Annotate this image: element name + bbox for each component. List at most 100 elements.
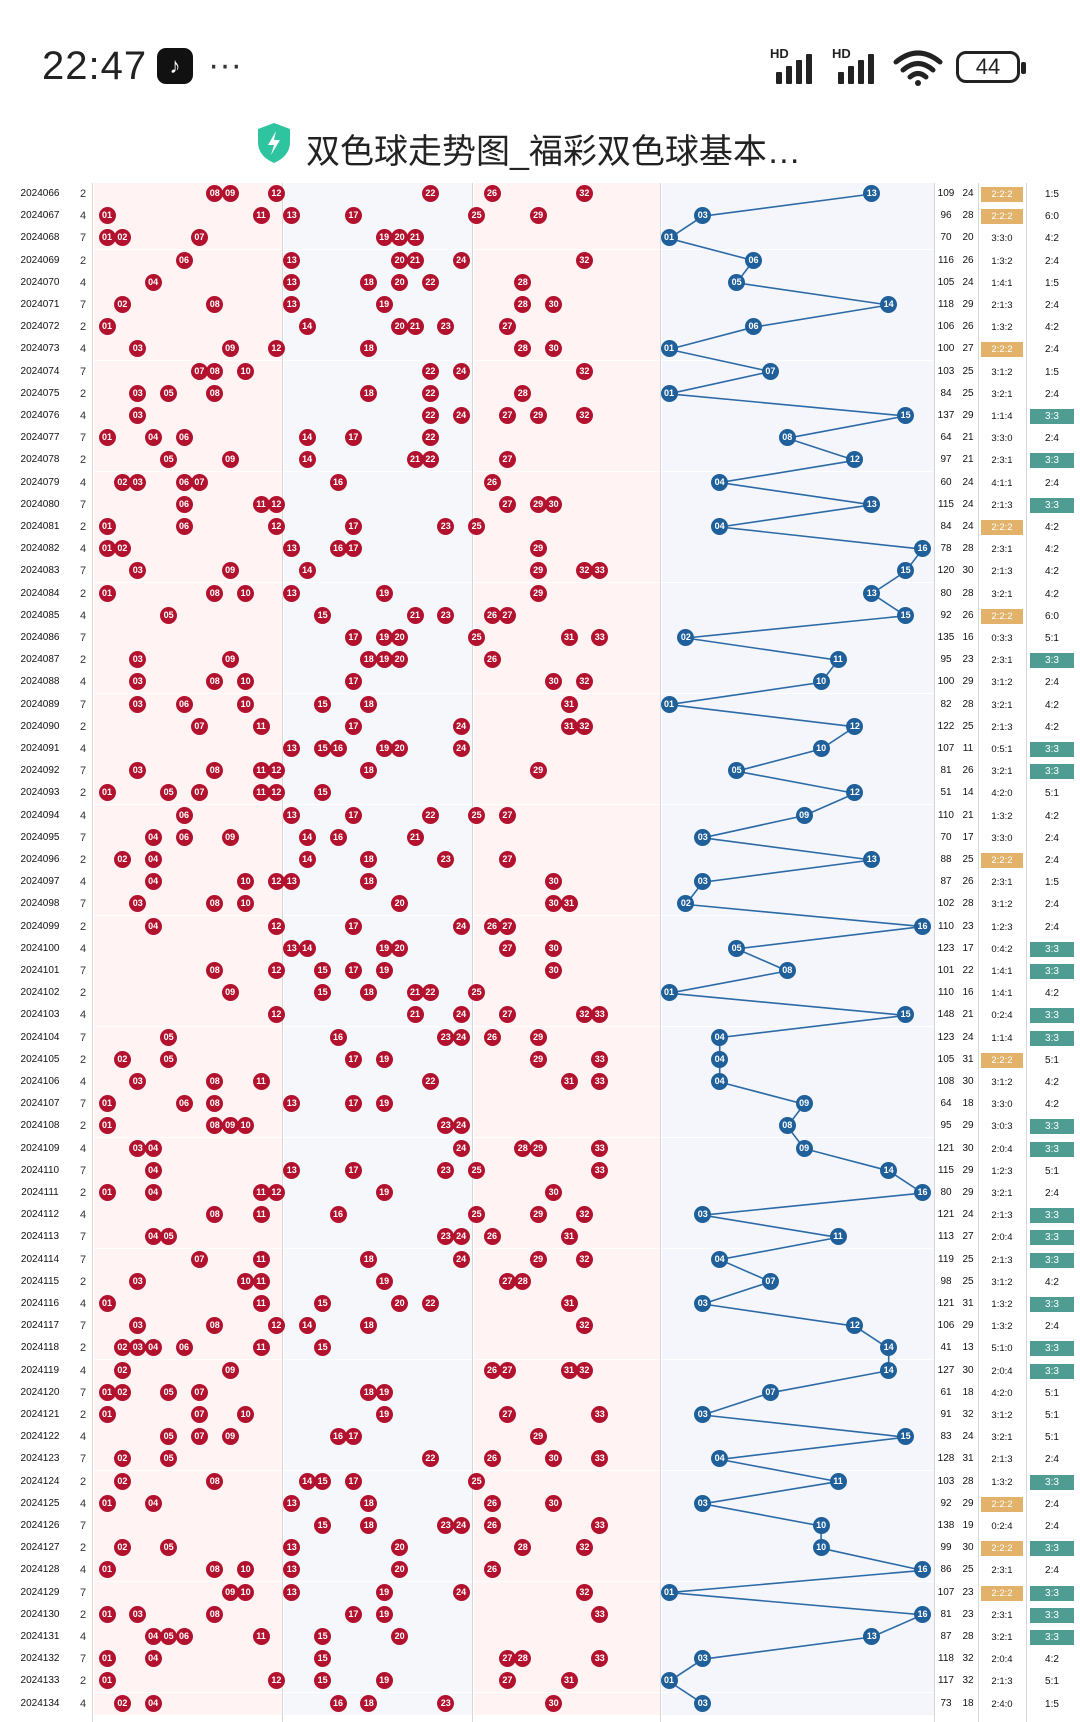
red-ball: 26 (483, 1561, 501, 1579)
sum-value: 73 (940, 1697, 952, 1709)
table-row: 2024090 2 07 11 17 24 31 32 12 122 25 2:1:3 4:2 (0, 715, 1080, 739)
span-value: 29 (962, 676, 974, 688)
issue-number: 2024093 (20, 787, 60, 799)
issue-number: 2024130 (20, 1608, 60, 1620)
red-ball: 10 (237, 673, 255, 691)
red-ball: 16 (329, 1428, 347, 1446)
red-ball: 09 (221, 340, 239, 358)
zone-ratio: 2:3:1 (991, 1565, 1013, 1577)
red-ball: 26 (483, 1228, 501, 1246)
table-row: 2024123 7 02 05 22 26 30 33 04 128 31 2:1:3 2:4 (0, 1448, 1080, 1471)
odd-even-ratio: 3:3 (1030, 764, 1074, 780)
blue-ball: 03 (694, 207, 712, 225)
odd-even-ratio: 4:2 (1045, 566, 1059, 578)
red-ball: 30 (545, 1450, 563, 1468)
red-ball: 25 (468, 1161, 486, 1179)
odd-even-ratio: 2:4 (1045, 477, 1059, 489)
sum-value: 116 (938, 254, 954, 266)
red-ball: 19 (375, 1406, 393, 1423)
zone-ratio: 1:4:1 (991, 966, 1013, 977)
zone-ratio: 2:1:3 (991, 721, 1013, 733)
red-ball: 27 (498, 939, 516, 957)
odd-even-ratio: 4:2 (1045, 1654, 1059, 1666)
issue-number: 2024087 (20, 654, 60, 666)
sum-value: 95 (940, 654, 952, 666)
span-value: 24 (962, 1209, 974, 1221)
red-ball: 01 (98, 784, 116, 802)
blue-ball: 11 (829, 651, 847, 669)
red-ball: 04 (144, 1494, 162, 1512)
table-row: 2024071 7 02 08 13 19 28 30 14 118 29 2:1:3 2:4 (0, 294, 1080, 316)
odd-even-ratio: 4:2 (1045, 233, 1059, 245)
sum-value: 98 (940, 1275, 952, 1287)
sum-value: 64 (940, 1098, 952, 1110)
weekday-number: 4 (79, 1564, 87, 1577)
sum-value: 107 (937, 743, 955, 754)
red-ball: 32 (575, 251, 593, 269)
zone-ratio: 2:0:4 (991, 1365, 1013, 1377)
span-value: 30 (962, 565, 974, 577)
blue-ball: 13 (863, 584, 881, 602)
red-ball: 11 (252, 495, 270, 513)
span-value: 14 (962, 787, 974, 799)
table-row: 2024095 7 04 06 09 14 16 21 03 70 17 3:3:0 2:4 (0, 826, 1080, 850)
red-ball: 29 (529, 1250, 547, 1268)
table-row: 2024118 2 02 03 04 06 11 15 14 41 13 5:1:0 3:3 (0, 1337, 1080, 1360)
zone-ratio: 2:1:3 (991, 1676, 1013, 1688)
red-ball: 02 (113, 1472, 131, 1490)
odd-even-ratio: 1:5 (1045, 877, 1059, 889)
issue-number: 2024066 (20, 188, 60, 199)
red-ball: 17 (344, 717, 362, 735)
odd-even-ratio: 3:3 (1030, 1230, 1074, 1246)
blue-ball: 05 (728, 273, 746, 291)
red-ball: 01 (98, 540, 116, 558)
span-value: 25 (962, 720, 974, 732)
issue-number: 2024092 (20, 765, 60, 777)
red-ball: 10 (237, 873, 255, 891)
issue-number: 2024090 (20, 720, 60, 732)
red-ball: 13 (283, 939, 301, 957)
weekday-number: 2 (79, 321, 87, 334)
sum-value: 80 (940, 587, 952, 599)
span-value: 27 (962, 1231, 974, 1243)
red-ball: 07 (190, 362, 208, 380)
sum-value: 138 (937, 1520, 955, 1531)
table-row: 2024068 7 01 02 07 19 20 21 01 70 20 3:3:0 4:2 (0, 227, 1080, 250)
red-ball: 22 (421, 1073, 439, 1090)
table-row: 2024121 2 01 07 10 19 27 33 03 91 32 3:1:2 5:1 (0, 1404, 1080, 1426)
issue-number: 2024097 (20, 876, 60, 888)
red-ball: 02 (113, 1361, 131, 1379)
red-ball: 11 (252, 1339, 270, 1357)
blue-ball: 03 (694, 1406, 712, 1423)
odd-even-ratio: 3:3 (1030, 1297, 1074, 1312)
table-row: 2024116 4 01 11 15 20 22 31 03 121 31 1:3:2 3:3 (0, 1293, 1080, 1315)
red-ball: 01 (98, 518, 116, 535)
red-ball: 27 (498, 495, 516, 513)
issue-number: 2024088 (20, 676, 60, 688)
red-ball: 13 (283, 1095, 301, 1113)
red-ball: 18 (360, 340, 378, 358)
zone-ratio: 2:0:4 (991, 1143, 1013, 1155)
table-row: 2024072 2 01 14 20 21 23 27 06 106 26 1:3:2 4:2 (0, 316, 1080, 339)
issue-number: 2024132 (20, 1653, 60, 1665)
span-value: 28 (962, 898, 974, 910)
blue-ball: 10 (812, 740, 830, 757)
red-ball: 27 (498, 318, 516, 336)
zone-ratio: 2:2:2 (981, 1541, 1023, 1557)
odd-even-ratio: 2:4 (1045, 832, 1059, 844)
issue-number: 2024086 (20, 632, 60, 643)
sum-value: 87 (940, 876, 952, 888)
red-ball: 07 (190, 1428, 208, 1446)
odd-even-ratio: 2:4 (1045, 1498, 1059, 1510)
issue-number: 2024107 (20, 1098, 60, 1110)
span-value: 28 (962, 1475, 974, 1487)
red-ball: 30 (545, 340, 563, 358)
zone-ratio: 1:3:2 (991, 1299, 1013, 1310)
red-ball: 13 (283, 1161, 301, 1179)
red-ball: 33 (591, 562, 609, 580)
weekday-number: 2 (79, 654, 87, 667)
red-ball: 10 (237, 1406, 255, 1423)
sum-value: 81 (940, 1608, 952, 1620)
blue-ball: 14 (880, 296, 898, 313)
trend-chart-table[interactable]: 2024066 2 08 09 12 22 26 32 13 109 24 2:2:2 1:5 20240… (0, 183, 1080, 1722)
